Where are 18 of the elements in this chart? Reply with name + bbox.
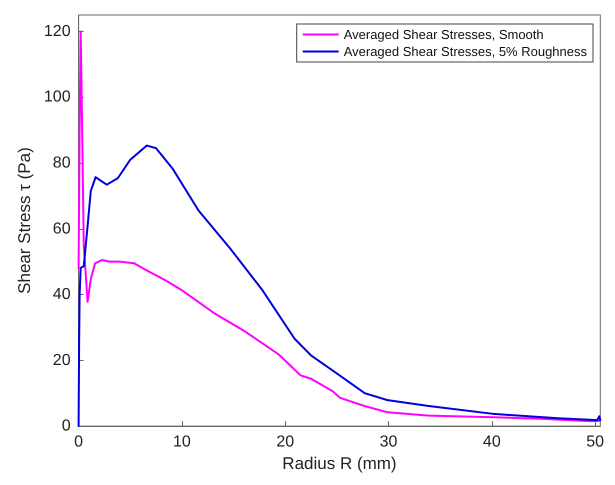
x-tick-label: 50 xyxy=(586,434,604,451)
x-tick-label: 10 xyxy=(173,434,191,451)
x-axis-title: Radius R (mm) xyxy=(282,454,397,473)
x-tick-label: 0 xyxy=(74,434,84,451)
legend-label: Averaged Shear Stresses, 5% Roughness xyxy=(344,44,588,59)
y-tick-label: 100 xyxy=(44,88,71,106)
y-tick-label: 40 xyxy=(52,286,71,304)
y-tick-label: 20 xyxy=(52,352,71,369)
x-tick-label: 30 xyxy=(380,434,398,451)
y-tick-label: 120 xyxy=(44,22,71,40)
line-series xyxy=(78,30,600,422)
x-tick-label: 20 xyxy=(276,434,294,451)
y-tick-label: 80 xyxy=(52,154,71,172)
y-axis-title: Shear Stress τ (Pa) xyxy=(15,147,34,294)
x-tick-label: 40 xyxy=(482,434,501,451)
y-tick-label: 0 xyxy=(62,418,71,435)
legend-label: Averaged Shear Stresses, Smooth xyxy=(344,27,544,42)
y-tick-label: 60 xyxy=(52,220,71,238)
